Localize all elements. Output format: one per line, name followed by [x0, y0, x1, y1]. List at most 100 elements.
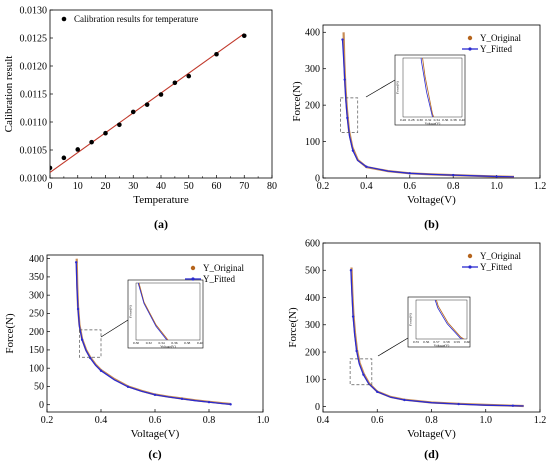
fitted-point [365, 165, 368, 168]
x-tick-label: 0.6 [404, 181, 417, 192]
data-layer [50, 33, 247, 173]
y-axis-label: Calibration result [3, 56, 15, 133]
inset-x-tick-label: 0.32 [146, 341, 152, 345]
x-tick-label: 0.6 [149, 415, 162, 426]
inset-frame [407, 296, 471, 348]
y-axis-label: Force(N) [4, 313, 16, 354]
inset-x-tick-label: 0.34 [434, 118, 440, 122]
inset-frame [394, 54, 466, 126]
fitted-point [452, 173, 455, 177]
legend-marker [61, 16, 67, 22]
legend-original-marker [467, 253, 473, 259]
fitted-point [355, 349, 358, 353]
panel-label: (c) [148, 447, 161, 461]
fitted-point [362, 373, 365, 376]
data-point [130, 109, 136, 115]
x-tick-label: 0.4 [95, 415, 108, 426]
fitted-series-line [75, 262, 231, 405]
x-tick-label: 0.4 [317, 415, 330, 426]
x-tick-label: 0.8 [425, 415, 438, 426]
legend-fitted-marker [468, 265, 472, 269]
inset-leader-line [100, 319, 129, 338]
y-tick-label: 0.0125 [20, 33, 48, 44]
y-tick-label: 0.0110 [20, 117, 47, 128]
x-tick-label: 30 [128, 181, 138, 192]
inset-x-tick-label: 0.34 [159, 341, 165, 345]
fitted-point [351, 149, 355, 152]
inset-x-tick-label: 0.36 [442, 118, 448, 122]
data-point [117, 122, 122, 128]
x-tick-label: 1.0 [257, 415, 270, 426]
x-tick-label: 60 [212, 181, 222, 192]
fitted-point [346, 116, 349, 120]
y-tick-label: 0.0100 [20, 173, 48, 184]
inset-x-tick-label: 0.38 [184, 341, 190, 345]
data-layer [341, 32, 515, 178]
inset-x-tick-label: 0.26 [400, 118, 406, 122]
y-tick-label: 100 [29, 363, 44, 374]
x-tick-label: 0.2 [41, 415, 54, 426]
legend-original-label: Y_Original [480, 33, 521, 43]
fitted-point [376, 390, 379, 394]
fitted-point [457, 402, 460, 406]
inset-x-tick-label: 0.59 [454, 340, 460, 344]
legend-original-label: Y_Original [480, 251, 521, 261]
fitted-series-line [350, 270, 524, 407]
legend-label: Calibration results for temperature [74, 14, 198, 24]
data-point [241, 33, 247, 39]
fitted-point [126, 385, 130, 389]
fitted-point [351, 315, 355, 318]
fitted-series-line [341, 39, 515, 178]
legend-fitted-label: Y_Fitted [203, 274, 236, 284]
x-tick-label: 40 [156, 181, 166, 192]
y-tick-label: 500 [305, 266, 320, 277]
legend-fitted-marker [191, 277, 195, 281]
zoom-box [349, 358, 373, 386]
y-tick-label: 100 [305, 375, 320, 386]
x-tick-label: 0 [48, 181, 53, 192]
fitted-point [408, 172, 411, 175]
y-tick-label: 600 [305, 238, 320, 249]
x-tick-label: 80 [267, 181, 277, 192]
fitted-point [80, 338, 84, 341]
data-layer [349, 267, 524, 408]
inset-plot-frame [415, 299, 468, 340]
chart-panel-a: 0 10 20 30 40 50 60 70 80 0.0100 0.0105 0.0110 0.011… [3, 5, 277, 231]
x-tick-label: 70 [239, 181, 249, 192]
plot-frame [322, 24, 541, 179]
panel-label: (d) [424, 447, 439, 461]
y-tick-label: 0.0120 [20, 61, 48, 72]
fitted-point [76, 307, 80, 311]
y-tick-label: 300 [305, 64, 320, 75]
x-tick-label: 10 [73, 181, 83, 192]
inset-y-axis-label: Force(N) [396, 80, 400, 94]
data-point [158, 92, 164, 97]
y-tick-label: 0 [39, 400, 44, 411]
y-tick-label: 0.0115 [20, 89, 47, 100]
panel-label: (b) [424, 217, 439, 231]
zoom-box [79, 329, 102, 358]
fitted-point [403, 398, 406, 402]
inset-y-axis-label: Force(N) [129, 304, 133, 318]
y-tick-label: 100 [305, 137, 320, 148]
y-tick-label: 150 [29, 345, 44, 356]
inset-x-tick-label: 0.56 [423, 340, 429, 344]
legend-original-label: Y_Original [203, 263, 244, 273]
fitted-point [349, 269, 353, 272]
x-tick-label: 20 [101, 181, 111, 192]
x-tick-label: 0.6 [371, 415, 384, 426]
x-axis-label: Voltage(V) [407, 428, 456, 440]
y-tick-label: 300 [305, 320, 320, 331]
x-axis-label: Temperature [133, 194, 189, 206]
data-point [214, 51, 219, 57]
fitted-point [99, 369, 103, 372]
inset-leader-line [377, 337, 409, 357]
data-point [50, 165, 53, 171]
inset-leader-line [365, 79, 396, 98]
inset-x-tick-label: 0.38 [451, 118, 457, 122]
fitted-point [495, 175, 498, 178]
y-tick-label: 300 [29, 290, 44, 301]
y-tick-label: 400 [29, 254, 44, 265]
inset-x-tick-label: 0.40 [197, 341, 203, 345]
